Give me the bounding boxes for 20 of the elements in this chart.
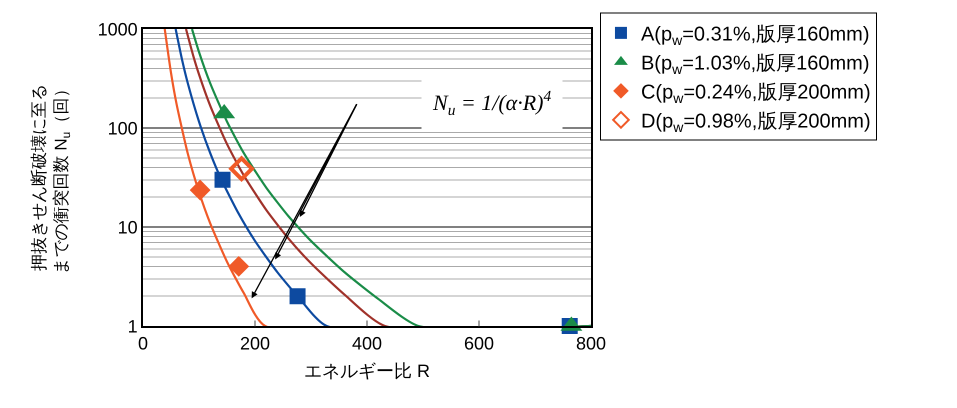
- y-tick-label: 1000: [98, 19, 138, 40]
- y-tick-label: 1: [128, 316, 138, 336]
- x-tick-label: 0: [138, 333, 148, 354]
- annotation: N$_{u}$ = 1/(α·R)$^{4}$: [432, 88, 552, 119]
- x-tick-label: 400: [352, 333, 382, 354]
- point: [229, 156, 254, 182]
- legend-label: B(p$_{w}$=1.03%,版厚160mm): [640, 52, 870, 77]
- x-tick-label: 600: [464, 333, 494, 354]
- x-axis-title: エネルギー比 R: [304, 360, 430, 381]
- point: [228, 256, 250, 277]
- x-tick-label: 200: [240, 333, 270, 354]
- legend-label: A(p$_{w}$=0.31%,版厚160mm): [640, 24, 870, 48]
- point: [190, 180, 211, 200]
- point: [214, 172, 231, 188]
- x-tick-label: 800: [576, 333, 606, 354]
- y-tick-label: 100: [108, 118, 138, 138]
- legend-label: C(p$_{w}$=0.24%,版厚200mm): [640, 82, 871, 106]
- point: [290, 288, 306, 304]
- legend-label: D(p$_{w}$=0.98%,版厚200mm): [640, 110, 871, 135]
- y-tick-label: 10: [118, 217, 138, 238]
